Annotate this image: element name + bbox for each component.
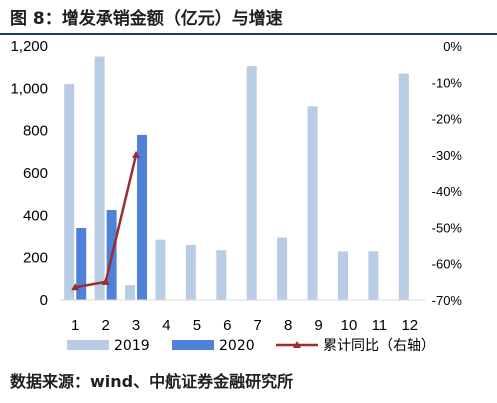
cumulative-yoy-point (71, 283, 80, 291)
legend-marker-cumulative (293, 341, 301, 348)
y-left-tick-label: 800 (23, 123, 48, 140)
bar-2020-3 (137, 134, 148, 300)
x-tick-label: 9 (314, 317, 322, 334)
x-tick-label: 4 (162, 317, 170, 334)
y-left-tick-label: 400 (23, 207, 48, 224)
legend-label-cumulative: 累计同比（右轴） (323, 338, 435, 354)
y-left-tick-label: 600 (23, 165, 48, 182)
y-right-tick-label: -20% (432, 112, 463, 127)
source-note: 数据来源：wind、中航证券金融研究所 (10, 372, 294, 391)
y-right-tick-label: -10% (432, 75, 463, 90)
bar-2019-2 (94, 56, 105, 301)
bar-2019-10 (337, 251, 348, 300)
axis-layer: 0 200 400 600 800 1,000 1,200 0% -10% -20% -30% -40… (10, 38, 462, 334)
title-divider (0, 33, 497, 35)
x-tick-label: 8 (284, 317, 292, 334)
legend-label-2020: 2020 (219, 338, 255, 354)
x-tick-label: 2 (101, 317, 109, 334)
bar-2019-12 (398, 73, 409, 301)
legend: 2019 2020 累计同比（右轴） (67, 338, 435, 354)
bar-2019-1 (64, 84, 75, 300)
y-left-tick-label: 0 (40, 292, 48, 309)
bar-2019-9 (307, 106, 318, 300)
y-left-tick-label: 1,200 (10, 38, 48, 55)
cumulative-yoy-point (101, 277, 110, 285)
x-tick-label: 7 (254, 317, 262, 334)
line-layer (71, 150, 141, 291)
y-right-tick-label: -60% (432, 257, 463, 272)
x-tick-label: 10 (341, 317, 358, 334)
bar-2019-6 (216, 250, 227, 300)
x-tick-label: 3 (132, 317, 140, 334)
bars-layer (64, 56, 409, 301)
bar-2019-3 (125, 285, 136, 300)
y-left-tick-label: 1,000 (10, 80, 48, 97)
y-right-tick-label: 0% (443, 39, 462, 54)
legend-label-2019: 2019 (114, 338, 150, 354)
y-left-tick-label: 200 (23, 250, 48, 267)
legend-swatch-2019 (67, 340, 109, 350)
bar-2019-4 (155, 239, 166, 300)
y-right-tick-label: -50% (432, 220, 463, 235)
x-tick-label: 12 (401, 317, 418, 334)
x-tick-label: 6 (223, 317, 231, 334)
y-right-tick-label: -30% (432, 148, 463, 163)
cumulative-yoy-point (132, 150, 141, 158)
chart-title: 图 8：增发承销金额（亿元）与增速 (10, 9, 283, 29)
legend-swatch-2020 (172, 340, 214, 350)
y-right-tick-label: -40% (432, 184, 463, 199)
bar-2019-11 (368, 251, 379, 300)
x-tick-label: 11 (372, 317, 388, 334)
y-right-tick-label: -70% (432, 293, 463, 308)
bar-2020-1 (76, 228, 87, 300)
bar-2019-7 (246, 66, 257, 300)
x-tick-label: 1 (71, 317, 79, 334)
bar-2019-8 (277, 237, 288, 300)
x-tick-label: 5 (193, 317, 201, 334)
bar-2019-5 (185, 244, 196, 300)
